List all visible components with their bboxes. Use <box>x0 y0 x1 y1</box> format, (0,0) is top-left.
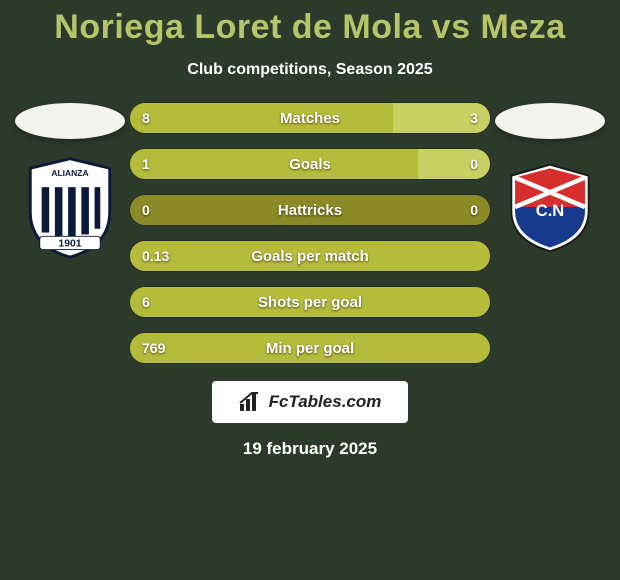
club2-badge-letters: C.N <box>536 201 565 220</box>
club2-badge: C.N <box>502 159 598 255</box>
metric-bar: Hattricks0 0 <box>130 195 490 225</box>
footer-date: 19 february 2025 <box>243 439 377 459</box>
page-subtitle: Club competitions, Season 2025 <box>187 61 432 79</box>
fctables-logo-icon <box>239 392 263 412</box>
attribution-badge: FcTables.com <box>212 381 408 423</box>
club2-badge-svg: C.N <box>504 161 596 253</box>
metric-p1-value: 8 <box>142 103 150 133</box>
main-row: ALIANZA 1901 LIMA Matches83Go <box>0 103 620 363</box>
attribution-text: FcTables.com <box>269 392 382 412</box>
metric-p2-value: 0 <box>470 195 478 225</box>
player2-column: C.N <box>490 103 610 255</box>
metric-p1-value: 0 <box>142 195 150 225</box>
metric-p1-value: 769 <box>142 333 165 363</box>
metric-label: Goals <box>130 149 490 179</box>
club1-badge-svg: ALIANZA 1901 LIMA <box>22 155 118 259</box>
metric-p1-value: 0.13 <box>142 241 169 271</box>
page-title: Noriega Loret de Mola vs Meza <box>54 8 565 47</box>
club1-badge-top-text: ALIANZA <box>51 168 88 178</box>
metric-label: Goals per match <box>130 241 490 271</box>
metric-label: Min per goal <box>130 333 490 363</box>
content-root: Noriega Loret de Mola vs Meza Club compe… <box>0 0 620 580</box>
metric-p1-value: 1 <box>142 149 150 179</box>
metric-bar: Goals per match0.13 <box>130 241 490 271</box>
metric-label: Matches <box>130 103 490 133</box>
metric-p2-value: 0 <box>470 149 478 179</box>
comparison-bars: Matches83Goals10Hattricks00Goals per mat… <box>130 103 490 363</box>
player1-silhouette <box>15 103 125 139</box>
player1-column: ALIANZA 1901 LIMA <box>10 103 130 255</box>
club1-badge: ALIANZA 1901 LIMA <box>22 159 118 255</box>
metric-bar: Shots per goal6 <box>130 287 490 317</box>
metric-label: Shots per goal <box>130 287 490 317</box>
metric-p1-value: 6 <box>142 287 150 317</box>
club1-badge-year: 1901 <box>58 239 81 250</box>
metric-bar: Min per goal769 <box>130 333 490 363</box>
metric-bar: Matches8 3 <box>130 103 490 133</box>
player2-silhouette <box>495 103 605 139</box>
metric-p2-value: 3 <box>470 103 478 133</box>
metric-label: Hattricks <box>130 195 490 225</box>
metric-bar: Goals1 0 <box>130 149 490 179</box>
